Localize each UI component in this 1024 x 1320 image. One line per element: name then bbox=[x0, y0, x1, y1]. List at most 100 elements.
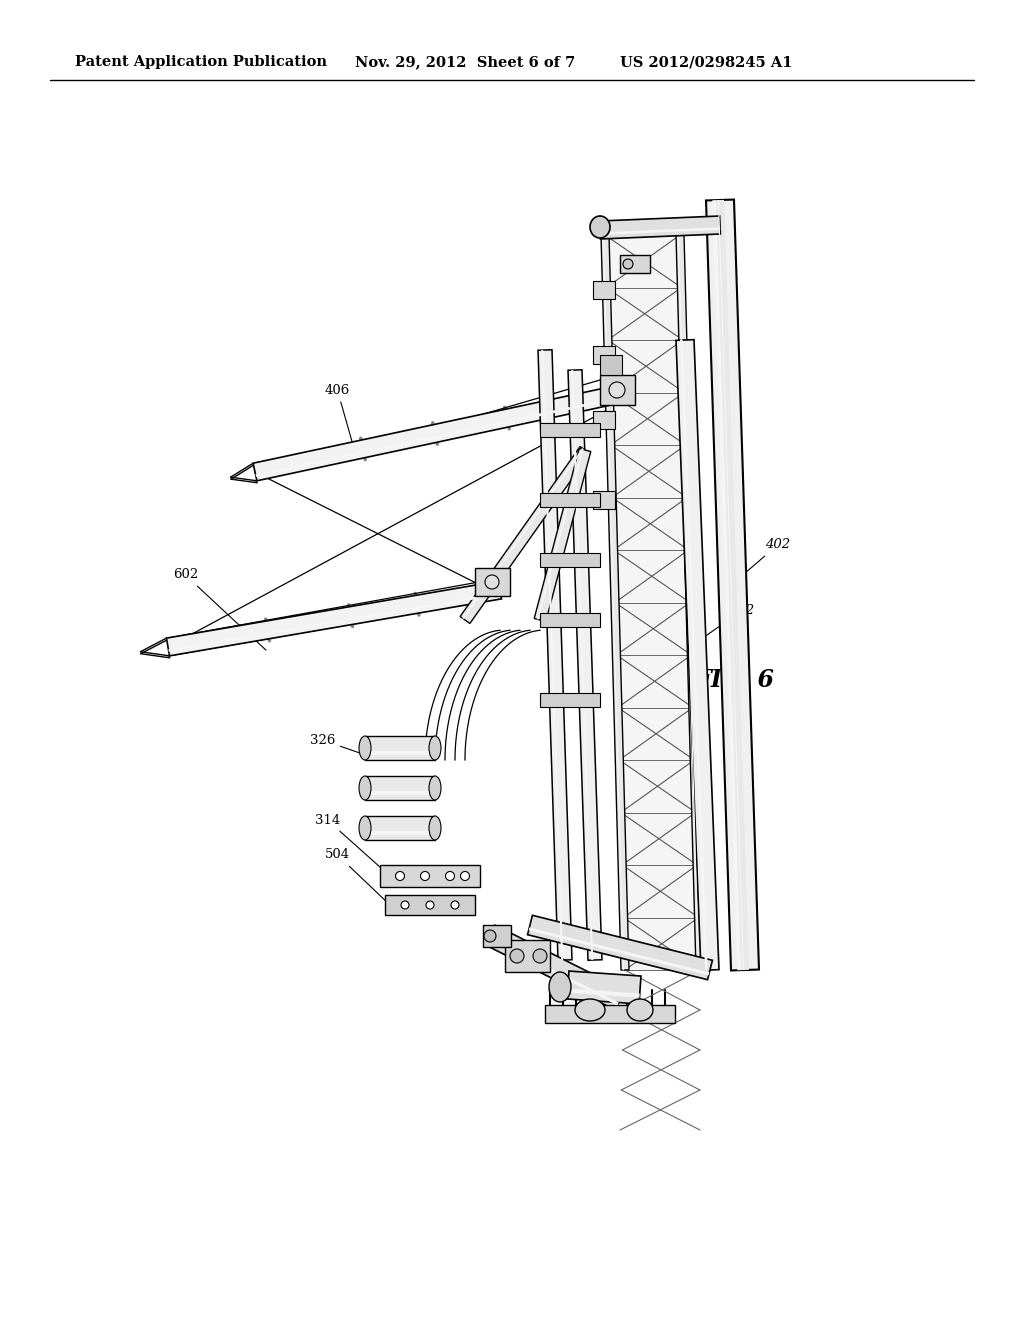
Bar bbox=[593, 346, 615, 364]
Polygon shape bbox=[610, 445, 687, 498]
Ellipse shape bbox=[590, 216, 610, 238]
Polygon shape bbox=[460, 446, 590, 623]
Bar bbox=[600, 375, 635, 405]
Text: 406: 406 bbox=[325, 384, 354, 449]
Polygon shape bbox=[527, 915, 713, 979]
Ellipse shape bbox=[575, 999, 605, 1020]
Polygon shape bbox=[613, 550, 690, 602]
Polygon shape bbox=[616, 655, 693, 708]
Ellipse shape bbox=[461, 871, 469, 880]
Ellipse shape bbox=[627, 999, 653, 1020]
Text: 504: 504 bbox=[325, 849, 388, 903]
Polygon shape bbox=[601, 235, 629, 970]
Bar bbox=[540, 612, 600, 627]
Ellipse shape bbox=[426, 902, 434, 909]
Polygon shape bbox=[537, 449, 584, 619]
Polygon shape bbox=[615, 602, 691, 655]
Bar bbox=[600, 355, 622, 375]
Bar bbox=[545, 1005, 675, 1023]
Bar bbox=[593, 281, 615, 300]
Ellipse shape bbox=[609, 381, 625, 399]
Polygon shape bbox=[365, 776, 435, 800]
Polygon shape bbox=[541, 350, 563, 960]
Text: 314: 314 bbox=[314, 813, 388, 874]
Polygon shape bbox=[168, 593, 501, 652]
Ellipse shape bbox=[510, 949, 524, 964]
Polygon shape bbox=[609, 392, 686, 445]
Ellipse shape bbox=[484, 931, 496, 942]
Polygon shape bbox=[365, 751, 435, 755]
Polygon shape bbox=[485, 925, 625, 1010]
Polygon shape bbox=[567, 989, 640, 998]
Text: Nov. 29, 2012  Sheet 6 of 7: Nov. 29, 2012 Sheet 6 of 7 bbox=[355, 55, 575, 69]
Polygon shape bbox=[365, 737, 435, 760]
Polygon shape bbox=[606, 288, 683, 341]
Polygon shape bbox=[713, 201, 741, 970]
Polygon shape bbox=[571, 370, 593, 960]
Polygon shape bbox=[365, 791, 435, 795]
Polygon shape bbox=[462, 447, 584, 619]
Polygon shape bbox=[624, 917, 700, 970]
Polygon shape bbox=[620, 760, 695, 813]
Polygon shape bbox=[676, 235, 703, 970]
Ellipse shape bbox=[549, 972, 571, 1002]
Polygon shape bbox=[676, 339, 719, 970]
Text: 402: 402 bbox=[739, 539, 791, 578]
Polygon shape bbox=[612, 498, 688, 550]
Polygon shape bbox=[706, 199, 759, 970]
Polygon shape bbox=[567, 972, 641, 1005]
Bar bbox=[593, 411, 615, 429]
Ellipse shape bbox=[429, 776, 441, 800]
Polygon shape bbox=[487, 937, 618, 1006]
Polygon shape bbox=[608, 341, 684, 392]
Bar bbox=[540, 492, 600, 507]
Polygon shape bbox=[535, 449, 591, 622]
Polygon shape bbox=[538, 350, 572, 960]
Bar bbox=[483, 925, 511, 946]
Ellipse shape bbox=[485, 576, 499, 589]
Text: FIG. 6: FIG. 6 bbox=[695, 668, 775, 692]
Ellipse shape bbox=[421, 871, 429, 880]
Text: 602: 602 bbox=[173, 569, 266, 651]
Polygon shape bbox=[716, 199, 749, 970]
Polygon shape bbox=[718, 201, 744, 970]
Polygon shape bbox=[621, 813, 697, 865]
Ellipse shape bbox=[445, 871, 455, 880]
Ellipse shape bbox=[359, 737, 371, 760]
Bar bbox=[540, 422, 600, 437]
Polygon shape bbox=[167, 581, 502, 656]
Polygon shape bbox=[600, 227, 720, 235]
Polygon shape bbox=[623, 865, 698, 917]
Text: 312: 312 bbox=[702, 603, 755, 639]
Polygon shape bbox=[365, 832, 435, 834]
Polygon shape bbox=[255, 397, 616, 477]
Text: 326: 326 bbox=[309, 734, 378, 759]
Bar bbox=[593, 491, 615, 510]
Polygon shape bbox=[680, 341, 708, 970]
Polygon shape bbox=[568, 370, 602, 960]
Polygon shape bbox=[253, 387, 616, 480]
Bar bbox=[620, 255, 650, 273]
Bar bbox=[505, 940, 550, 972]
Ellipse shape bbox=[451, 902, 459, 909]
Bar bbox=[475, 568, 510, 597]
Polygon shape bbox=[603, 235, 624, 970]
Ellipse shape bbox=[359, 776, 371, 800]
Polygon shape bbox=[605, 235, 681, 288]
Bar bbox=[540, 693, 600, 708]
Polygon shape bbox=[528, 928, 710, 975]
Ellipse shape bbox=[395, 871, 404, 880]
Bar bbox=[540, 553, 600, 568]
Ellipse shape bbox=[623, 259, 633, 269]
Ellipse shape bbox=[534, 949, 547, 964]
Ellipse shape bbox=[429, 737, 441, 760]
Ellipse shape bbox=[359, 816, 371, 840]
Text: Patent Application Publication: Patent Application Publication bbox=[75, 55, 327, 69]
Bar bbox=[385, 895, 475, 915]
Ellipse shape bbox=[401, 902, 409, 909]
Polygon shape bbox=[617, 708, 694, 760]
Polygon shape bbox=[365, 816, 435, 840]
Bar bbox=[380, 865, 480, 887]
Ellipse shape bbox=[429, 816, 441, 840]
Text: US 2012/0298245 A1: US 2012/0298245 A1 bbox=[620, 55, 793, 69]
